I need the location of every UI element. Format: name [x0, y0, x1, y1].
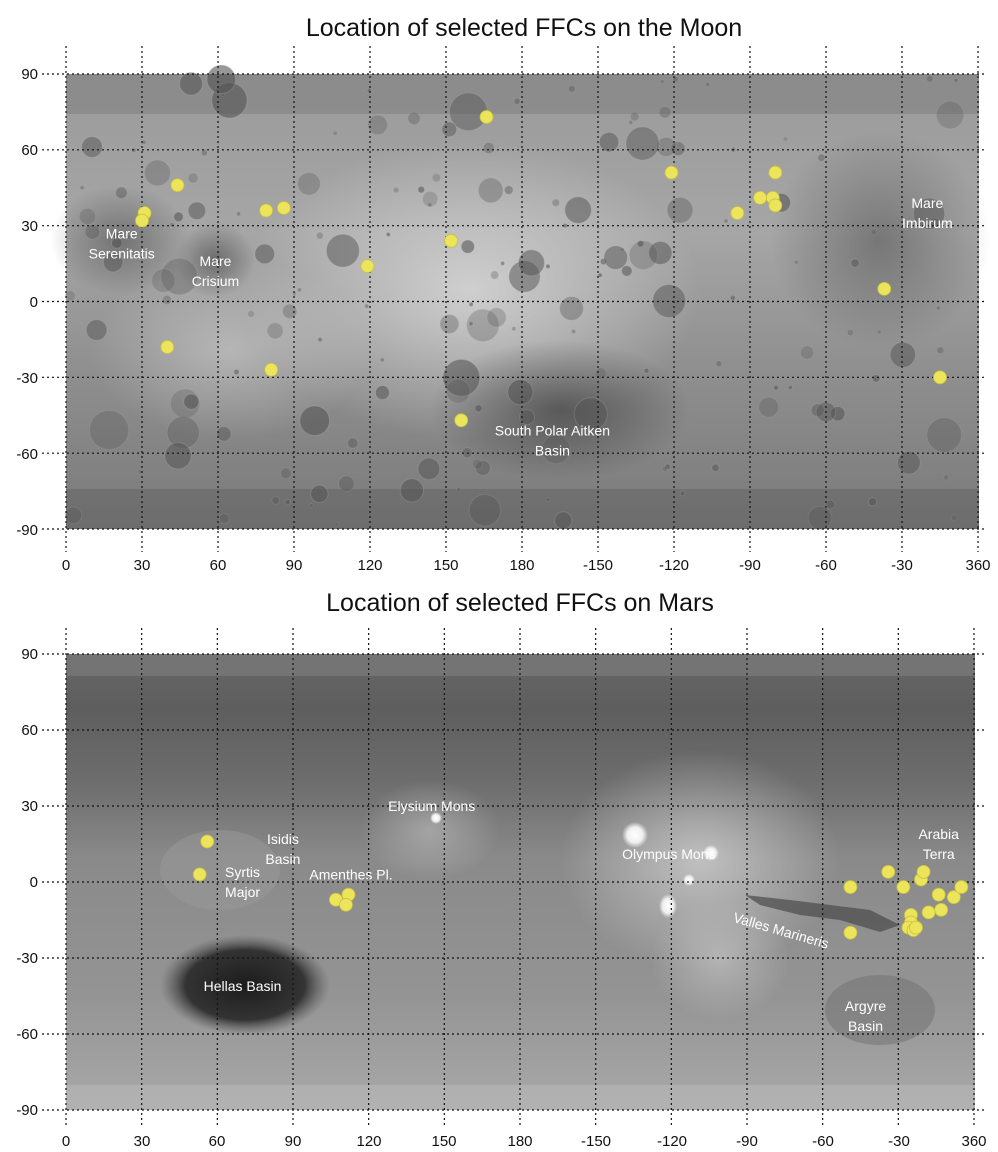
moon-lat-tick: -30	[16, 370, 38, 387]
mars-ffc-site-marker	[934, 902, 949, 917]
mars-lon-tick: 180	[507, 1133, 532, 1150]
moon-lon-tick: -120	[659, 557, 689, 574]
mars-ffc-site-marker	[843, 925, 858, 940]
moon-ffc-site-marker	[264, 362, 279, 377]
mars-feature-label: Olympus Mons	[622, 846, 715, 862]
mars-lat-tick: 60	[21, 722, 38, 739]
mars-ffc-site-marker	[843, 880, 858, 894]
mars-lon-tick: 150	[431, 1133, 456, 1150]
mars-lat-tick: -60	[16, 1026, 38, 1043]
mars-grid	[42, 628, 984, 1126]
mars-lat-tick: 0	[30, 874, 38, 891]
mars-lon-tick: -120	[657, 1133, 687, 1150]
moon-ffc-site-marker	[768, 198, 783, 213]
mars-ffc-site-marker	[946, 890, 961, 905]
mars-ffc-site-marker	[954, 880, 969, 894]
moon-lat-tick: 60	[21, 142, 38, 159]
mars-ffc-site-marker	[192, 867, 207, 882]
moon-ffc-site-marker	[768, 165, 783, 180]
moon-ffc-site-marker	[259, 203, 274, 218]
moon-latitude-ticks: 90 60 30 0 -30 -60 -90	[16, 66, 38, 539]
mars-lat-tick: -30	[16, 950, 38, 967]
moon-feature-label: Mare Crisium	[192, 253, 239, 289]
moon-lon-tick: -150	[583, 557, 613, 574]
mars-latitude-ticks: 90 60 30 0 -30 -60 -90	[16, 646, 38, 1119]
moon-lat-tick: 0	[30, 294, 38, 311]
mars-lon-tick: 120	[356, 1133, 381, 1150]
mars-map-panel: Location of selected FFCs on Mars 90 60 …	[16, 589, 986, 1150]
moon-lon-tick: 90	[286, 557, 303, 574]
mars-lon-tick: -90	[736, 1133, 758, 1150]
mars-ffc-site-marker	[909, 920, 923, 935]
moon-lon-tick: 30	[134, 557, 151, 574]
moon-feature-label: South Polar Aitken Basin	[495, 422, 610, 458]
mars-longitude-ticks: 0 30 60 90 120 150 180 -150 -120 -90 -60…	[62, 1133, 987, 1150]
mars-feature-label: Syrtis Major	[225, 864, 260, 900]
moon-map-panel: Location of selected FFCs on the Moon 90…	[16, 14, 990, 574]
mars-lat-tick: -90	[16, 1102, 38, 1119]
moon-ffc-site-marker	[170, 178, 185, 193]
moon-ffc-site-marker	[160, 340, 175, 354]
moon-lat-tick: -90	[16, 522, 38, 539]
mars-lat-tick: 30	[21, 798, 38, 815]
moon-lon-tick: 180	[509, 557, 534, 574]
moon-ffc-sites	[135, 110, 947, 428]
moon-lat-tick: 90	[21, 66, 38, 83]
mars-feature-label: Elysium Mons	[388, 798, 475, 814]
mars-lon-tick: 60	[209, 1133, 226, 1150]
mars-ffc-site-marker	[916, 864, 931, 879]
moon-lon-tick: 120	[357, 557, 382, 574]
moon-craters	[64, 64, 965, 531]
mars-map-title: Location of selected FFCs on Mars	[326, 589, 714, 617]
mars-lon-tick: 30	[134, 1133, 151, 1150]
moon-lat-tick: -60	[16, 446, 38, 463]
mars-lat-tick: 90	[21, 646, 38, 663]
moon-ffc-site-marker	[444, 233, 458, 248]
mars-lon-tick: 90	[285, 1133, 302, 1150]
mars-ffc-site-marker	[896, 880, 911, 894]
mars-ffc-site-marker	[921, 905, 936, 920]
mars-lon-tick: 0	[62, 1133, 70, 1150]
mars-ffc-sites	[192, 834, 969, 940]
mars-feature-label: Isidis Basin	[265, 831, 300, 867]
moon-lat-tick: 30	[21, 218, 38, 235]
moon-feature-label: Mare Imbirum	[902, 195, 953, 231]
moon-map-title: Location of selected FFCs on the Moon	[306, 14, 742, 42]
moon-ffc-site-marker	[664, 165, 679, 180]
moon-lon-tick: 60	[210, 557, 227, 574]
moon-ffc-site-marker	[753, 190, 768, 205]
moon-lon-tick: 0	[62, 557, 70, 574]
moon-lon-tick: 360	[965, 557, 990, 574]
mars-feature-label: Arabia Terra	[918, 826, 959, 862]
mars-lon-tick: -30	[888, 1133, 910, 1150]
mars-lon-tick: 360	[961, 1133, 986, 1150]
moon-lon-tick: 150	[433, 557, 458, 574]
mars-lon-tick: -150	[581, 1133, 611, 1150]
mars-feature-label: Hellas Basin	[204, 978, 282, 994]
mars-ffc-site-marker	[339, 897, 353, 912]
moon-lon-tick: -60	[815, 557, 837, 574]
moon-longitude-ticks: 0 30 60 90 120 150 180 -150 -120 -90 -60…	[62, 557, 991, 574]
moon-lon-tick: -30	[891, 557, 913, 574]
moon-feature-labels: Mare Serenitatis Mare Crisium South Polar Ai…	[89, 195, 953, 459]
mars-lon-tick: -60	[812, 1133, 834, 1150]
moon-ffc-site-marker	[730, 206, 745, 220]
moon-ffc-site-marker	[454, 413, 469, 428]
mars-ffc-site-marker	[200, 834, 215, 849]
mars-ffc-site-marker	[931, 887, 946, 902]
moon-ffc-site-marker	[877, 281, 892, 296]
moon-ffc-site-marker	[135, 213, 149, 228]
moon-feature-label: Mare Serenitatis	[89, 225, 155, 261]
moon-grid	[42, 46, 986, 552]
mars-feature-label: Amenthes Pl.	[309, 866, 392, 882]
moon-ffc-site-marker	[360, 259, 375, 274]
moon-surface	[50, 64, 990, 531]
moon-ffc-site-marker	[276, 201, 291, 215]
moon-ffc-site-marker	[479, 110, 494, 124]
moon-ffc-site-marker	[933, 370, 947, 385]
moon-lon-tick: -90	[739, 557, 761, 574]
mars-ffc-site-marker	[881, 864, 896, 879]
mars-feature-label: Argyre Basin	[845, 998, 886, 1034]
